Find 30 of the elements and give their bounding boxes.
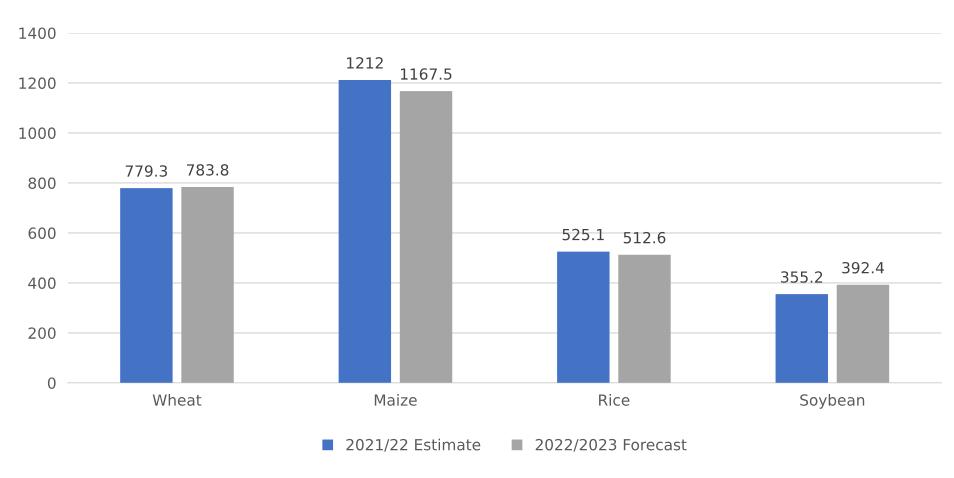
legend-label: 2021/22 Estimate — [346, 438, 480, 452]
y-tick-label: 600 — [28, 227, 56, 239]
x-tick-label: Rice — [599, 394, 630, 406]
data-label: 783.8 — [186, 164, 228, 176]
y-tick-label: 0 — [48, 377, 56, 389]
data-label: 355.2 — [781, 271, 822, 283]
y-tick-label: 1000 — [19, 127, 56, 139]
data-label: 1167.5 — [400, 68, 452, 80]
bar — [557, 252, 610, 383]
data-label: 512.6 — [624, 232, 666, 244]
data-label: 392.4 — [842, 262, 884, 274]
x-tick-label: Wheat — [152, 394, 202, 406]
bar — [338, 80, 392, 383]
data-label: 779.3 — [126, 165, 168, 177]
bar — [120, 188, 173, 383]
y-tick-label: 1200 — [19, 77, 56, 89]
bar — [181, 186, 234, 383]
bar — [618, 254, 671, 383]
bar — [836, 284, 890, 383]
y-tick-label: 1400 — [19, 27, 56, 40]
x-tick-label: Soybean — [800, 394, 864, 409]
bar — [400, 91, 452, 383]
x-tick-label: Maize — [374, 394, 417, 406]
y-tick-label: 800 — [28, 177, 56, 189]
y-tick-label: 400 — [28, 277, 56, 289]
legend-label: 2022/2023 Forecast — [536, 438, 687, 452]
y-tick-label: 200 — [28, 327, 56, 339]
data-label: 1212 — [347, 57, 383, 68]
data-label: 525.1 — [562, 228, 604, 240]
bar — [776, 294, 828, 383]
